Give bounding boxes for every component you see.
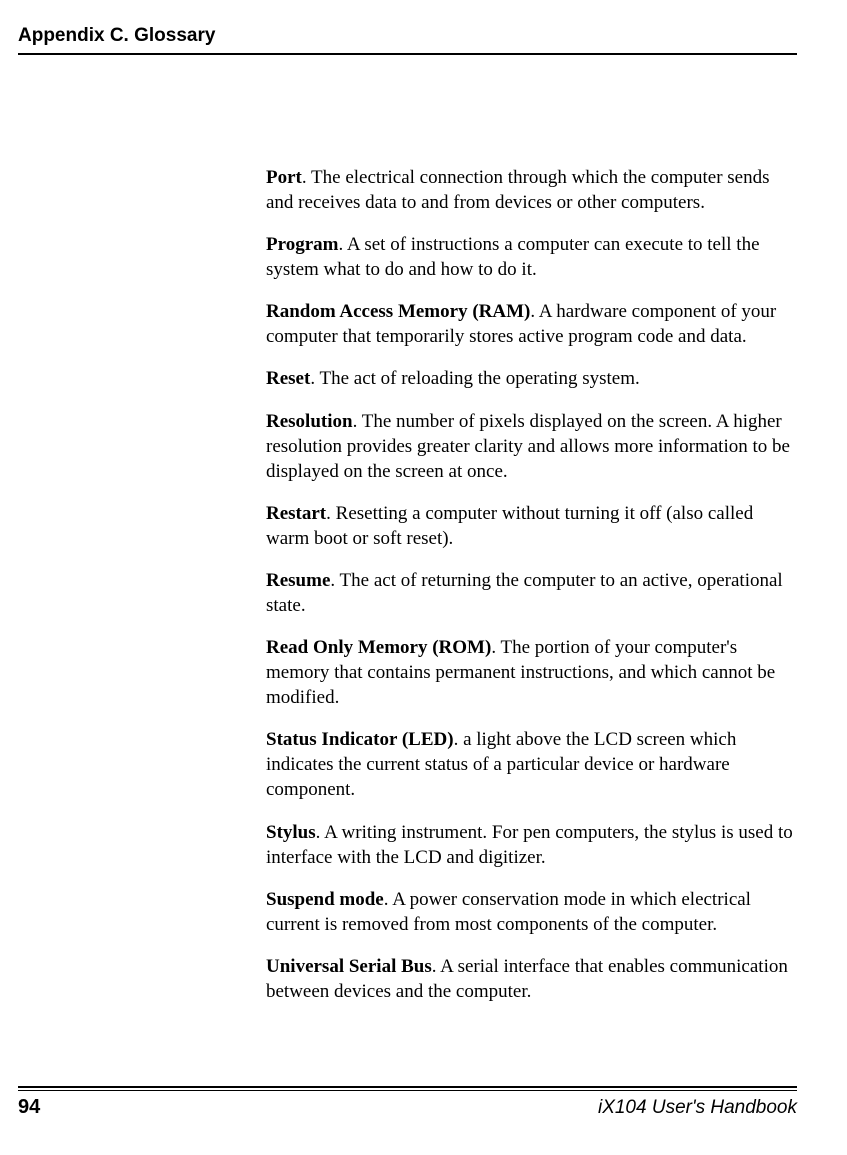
glossary-term: Resolution [266,411,353,432]
glossary-term: Restart [266,503,326,524]
document-page: Appendix C. Glossary Port. The electrica… [0,0,847,1155]
glossary-term: Port [266,167,302,188]
footer-row: 94 iX104 User's Handbook [18,1096,797,1119]
glossary-entry: Program. A set of instructions a compute… [266,232,797,282]
book-title: iX104 User's Handbook [598,1097,797,1119]
glossary-entry: Universal Serial Bus. A serial interface… [266,954,797,1004]
glossary-entry: Resolution. The number of pixels display… [266,409,797,484]
glossary-definition: . Resetting a computer without turning i… [266,503,753,549]
glossary-definition: . A writing instrument. For pen computer… [266,822,793,868]
glossary-term: Universal Serial Bus [266,956,432,977]
glossary-term: Resume [266,570,330,591]
glossary-content: Port. The electrical connection through … [266,165,797,1004]
glossary-entry: Status Indicator (LED). a light above th… [266,727,797,802]
glossary-entry: Random Access Memory (RAM). A hardware c… [266,299,797,349]
page-header-title: Appendix C. Glossary [18,25,797,47]
glossary-entry: Reset. The act of reloading the operatin… [266,366,797,391]
glossary-entry: Read Only Memory (ROM). The portion of y… [266,635,797,710]
glossary-definition: . A set of instructions a computer can e… [266,234,760,280]
glossary-entry: Restart. Resetting a computer without tu… [266,501,797,551]
page-footer: 94 iX104 User's Handbook [18,1086,797,1119]
glossary-entry: Port. The electrical connection through … [266,165,797,215]
glossary-term: Program [266,234,338,255]
glossary-entry: Suspend mode. A power conservation mode … [266,887,797,937]
footer-rule-thick [18,1086,797,1088]
glossary-term: Status Indicator (LED) [266,729,454,750]
glossary-entry: Stylus. A writing instrument. For pen co… [266,820,797,870]
glossary-definition: . The act of returning the computer to a… [266,570,783,616]
glossary-term: Random Access Memory (RAM) [266,301,530,322]
glossary-definition: . The electrical connection through whic… [266,167,770,213]
glossary-term: Suspend mode [266,889,384,910]
glossary-term: Stylus [266,822,316,843]
header-rule [18,53,797,55]
glossary-definition: . The act of reloading the operating sys… [310,368,639,389]
glossary-term: Reset [266,368,310,389]
glossary-term: Read Only Memory (ROM) [266,637,491,658]
page-number: 94 [18,1096,40,1119]
glossary-entry: Resume. The act of returning the compute… [266,568,797,618]
footer-rule-thin [18,1090,797,1091]
